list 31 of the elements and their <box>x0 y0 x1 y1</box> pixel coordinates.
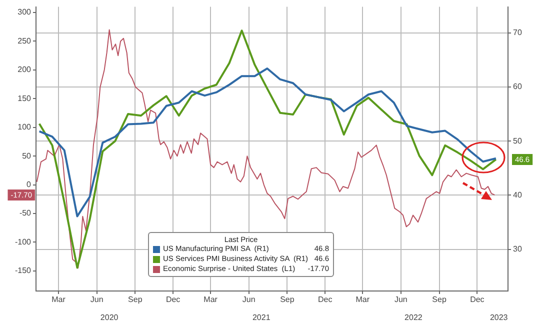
x-tick-label: Mar <box>52 295 66 304</box>
y-tick-label: -150 <box>14 266 32 276</box>
x-tick-label: Jun <box>394 295 408 304</box>
y-tick-label: -50 <box>19 208 32 218</box>
y2-tick-label: 60 <box>513 82 522 92</box>
x-tick-label: Jun <box>90 295 104 304</box>
y-tick-label: 100 <box>18 122 32 132</box>
y-tick-label: 50 <box>22 151 32 160</box>
x2-tick-label: 2020 <box>100 313 119 321</box>
x-tick-label: Dec <box>166 295 180 304</box>
x-tick-label: Sep <box>128 295 143 304</box>
x2-tick-label: 2021 <box>252 313 271 321</box>
y2-tick-label: 70 <box>513 28 522 37</box>
y-tick-label: 250 <box>18 36 32 46</box>
x2-tick-label: 2023 <box>490 313 508 321</box>
x-tick-label: Sep <box>432 295 447 304</box>
y2-tick-label: 50 <box>513 136 522 146</box>
x2-tick-label: 2022 <box>404 313 423 321</box>
x-tick-label: Dec <box>318 295 332 304</box>
y-tick-label: 150 <box>18 94 32 103</box>
y2-tick-label: 30 <box>513 244 522 254</box>
x-tick-label: Jun <box>242 295 256 304</box>
y-tick-label: 200 <box>18 65 32 74</box>
x-tick-label: Dec <box>470 295 484 304</box>
x-tick-label: Sep <box>280 295 295 304</box>
y-tick-label: 0 <box>26 180 32 189</box>
y-tick-label: -100 <box>14 237 32 246</box>
y2-tick-label: 40 <box>513 190 522 200</box>
y-tick-label: 300 <box>18 8 32 17</box>
x-tick-label: Mar <box>356 295 370 304</box>
x-tick-label: Mar <box>204 295 218 304</box>
